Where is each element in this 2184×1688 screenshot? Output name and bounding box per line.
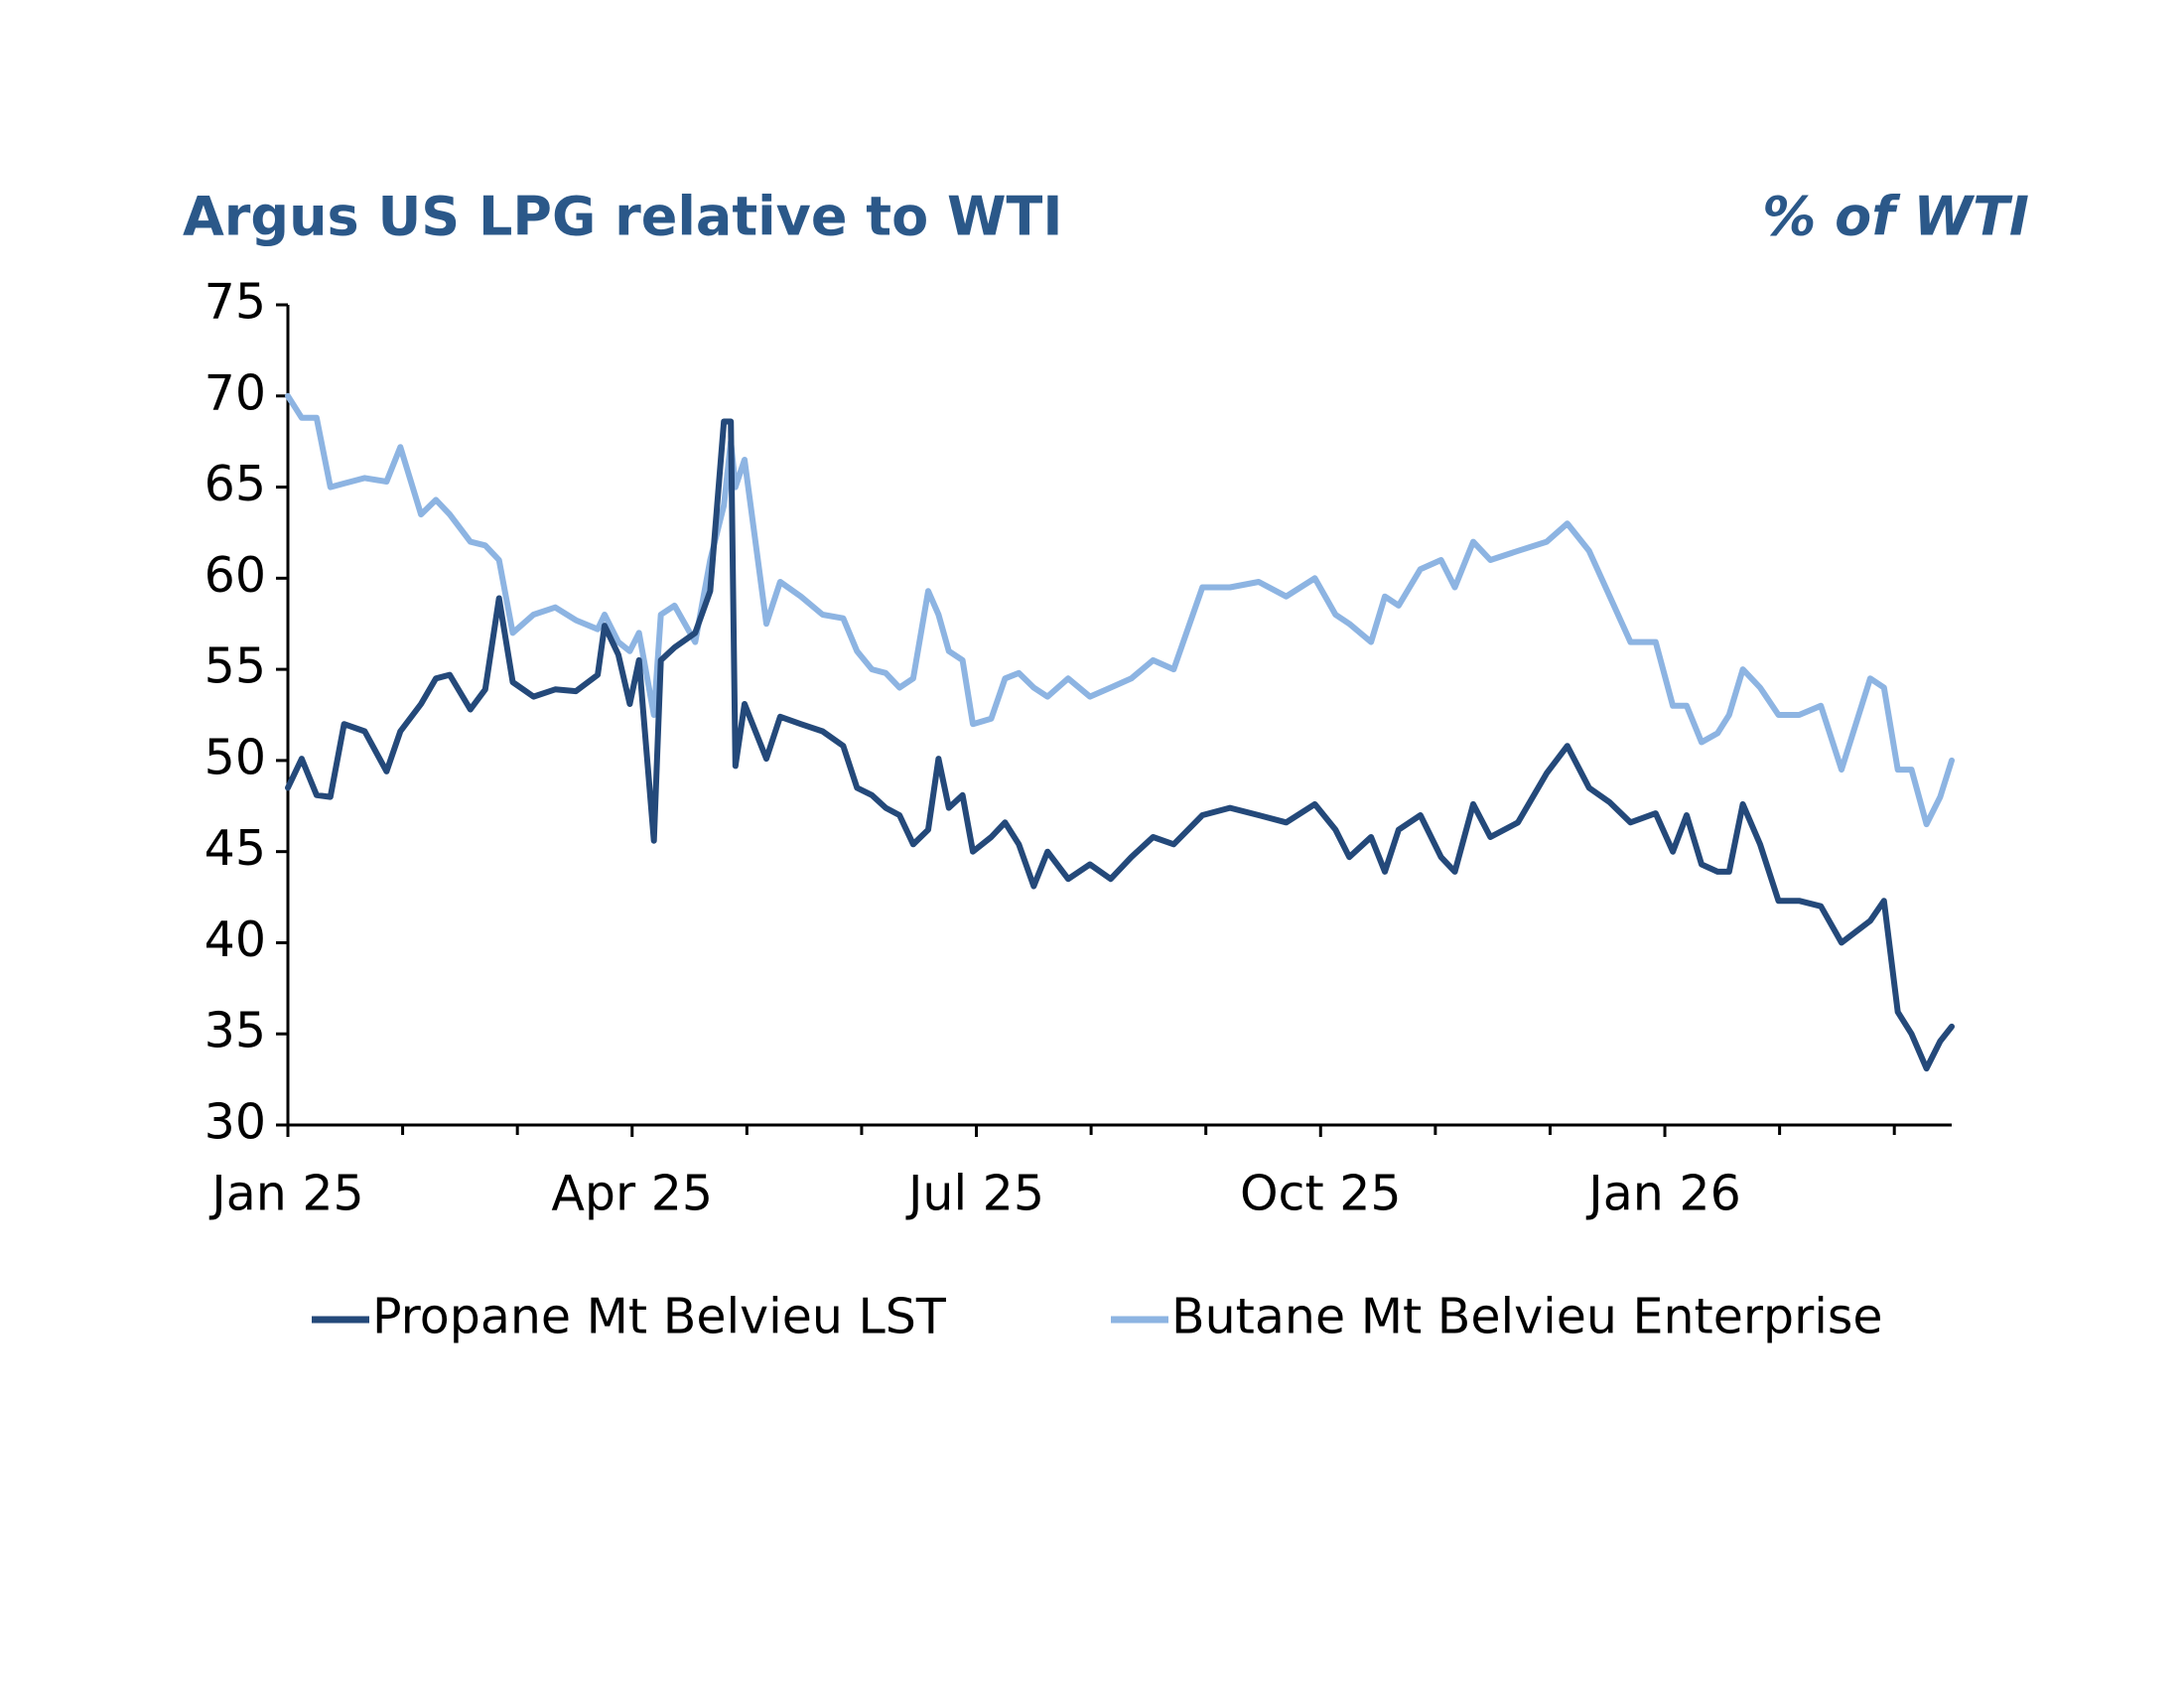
y-tick-label: 75 — [205, 274, 266, 331]
y-tick-label: 45 — [205, 820, 266, 877]
y-tick-label: 70 — [205, 364, 266, 421]
legend-label: Propane Mt Belvieu LST — [372, 1289, 947, 1345]
y-tick-label: 50 — [205, 729, 266, 785]
x-tick-label: Jul 25 — [905, 1166, 1044, 1222]
y-tick-label: 65 — [205, 456, 266, 512]
legend-label: Butane Mt Belvieu Enterprise — [1171, 1289, 1883, 1345]
y-tick-label: 55 — [205, 638, 266, 695]
chart-unit: % of WTI — [1762, 186, 2029, 248]
x-tick-label: Oct 25 — [1240, 1166, 1402, 1222]
y-tick-label: 40 — [205, 912, 266, 968]
y-tick-label: 60 — [205, 547, 266, 604]
x-tick-label: Jan 26 — [1585, 1166, 1740, 1222]
y-tick-label: 35 — [205, 1003, 266, 1059]
x-tick-label: Apr 25 — [551, 1166, 713, 1222]
y-tick-label: 30 — [205, 1094, 266, 1151]
data-line — [285, 392, 1955, 828]
x-tick-label: Jan 25 — [208, 1166, 363, 1222]
data-line — [285, 418, 1955, 1072]
chart-title: Argus US LPG relative to WTI — [183, 186, 1062, 248]
